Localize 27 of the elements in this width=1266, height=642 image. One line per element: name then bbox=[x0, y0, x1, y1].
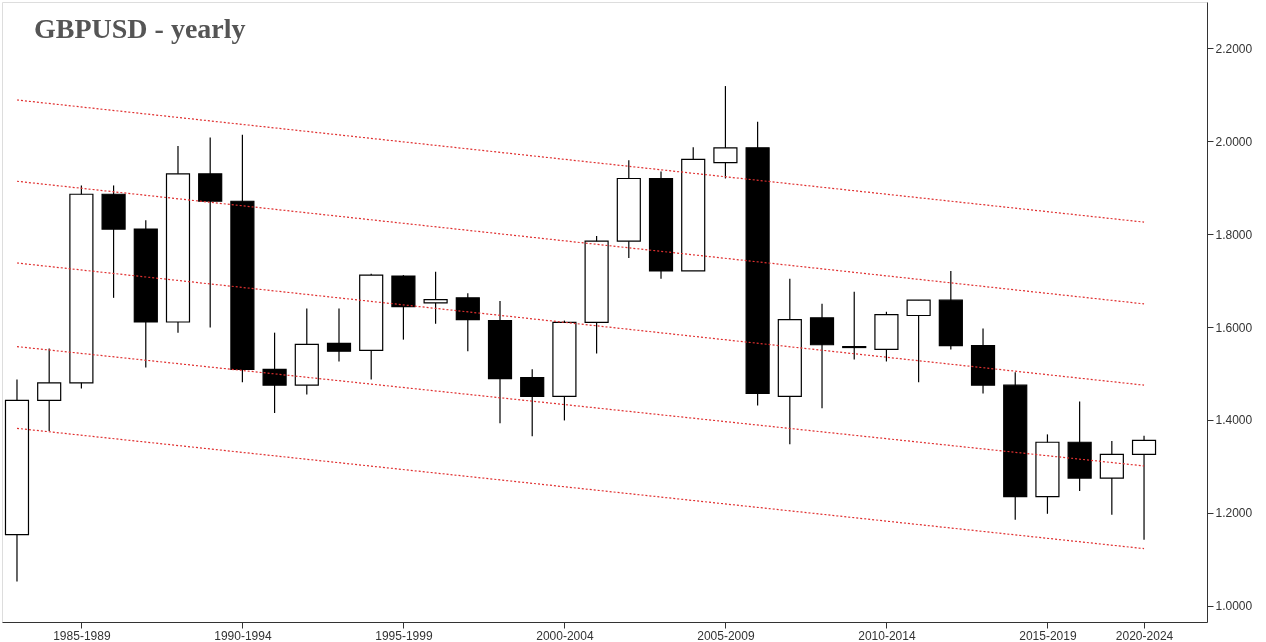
candlestick bbox=[262, 332, 287, 414]
candlestick bbox=[906, 299, 931, 383]
x-tick-label: 2015-2019 bbox=[1019, 628, 1077, 642]
x-tick-label: 1995-1999 bbox=[375, 628, 433, 642]
candlestick bbox=[1131, 435, 1157, 541]
y-tick-label: 1.2000 bbox=[1215, 506, 1253, 521]
chart-title: GBPUSD - yearly bbox=[34, 13, 246, 44]
x-tick-label: 2010-2014 bbox=[858, 628, 916, 642]
y-tick-label: 1.6000 bbox=[1215, 320, 1253, 335]
candlestick bbox=[423, 271, 448, 325]
candlestick bbox=[842, 291, 867, 361]
y-tick-label: 2.0000 bbox=[1215, 134, 1253, 149]
candlestick bbox=[520, 368, 545, 437]
x-tick-label: 2005-2009 bbox=[697, 628, 755, 642]
x-tick-label: 2000-2004 bbox=[536, 628, 594, 642]
candlestick bbox=[1099, 440, 1124, 516]
x-tick-label: 1990-1994 bbox=[214, 628, 272, 642]
candlestick bbox=[37, 347, 62, 432]
y-tick-label: 1.4000 bbox=[1215, 413, 1253, 428]
y-tick-label: 1.8000 bbox=[1215, 227, 1253, 242]
y-tick-label: 2.2000 bbox=[1215, 41, 1253, 56]
candlestick bbox=[326, 307, 352, 363]
candlestick bbox=[713, 85, 738, 180]
x-tick-label: 1985-1989 bbox=[53, 628, 111, 642]
candlestick bbox=[455, 292, 480, 352]
x-tick-label: 2020-2024 bbox=[1115, 628, 1174, 642]
y-tick-label: 1.0000 bbox=[1215, 599, 1253, 614]
